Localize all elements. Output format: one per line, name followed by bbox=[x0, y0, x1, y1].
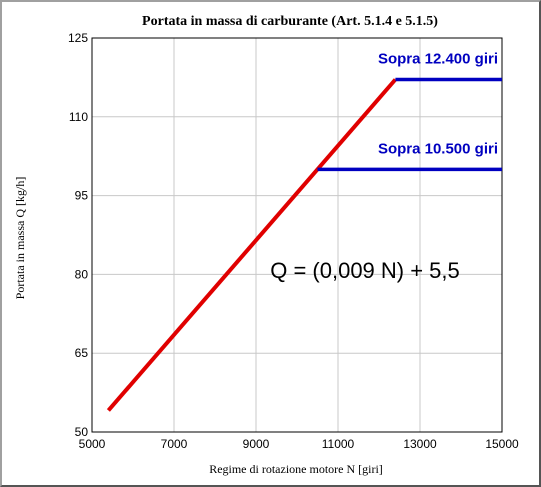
x-tick-label: 11000 bbox=[322, 437, 355, 451]
x-tick-label: 7000 bbox=[161, 437, 188, 451]
x-tick-label: 5000 bbox=[79, 437, 106, 451]
y-tick-label: 80 bbox=[75, 267, 89, 281]
series bbox=[106, 77, 502, 412]
tick-labels: 5000 7000 9000 11000 13000 15000 50 65 80 95 110 12… bbox=[68, 31, 519, 451]
plot-area bbox=[91, 37, 503, 433]
grid bbox=[91, 37, 503, 433]
x-axis-label: Regime di rotazione motore N [giri] bbox=[209, 462, 383, 476]
annotation-12400: Sopra 12.400 giri bbox=[378, 51, 498, 68]
chart-title: Portata in massa di carburante (Art. 5.1… bbox=[142, 14, 438, 29]
formula-line bbox=[106, 78, 397, 412]
formula-label: Q = (0,009 N) + 5,5 bbox=[270, 258, 460, 283]
y-axis-label: Portata in massa Q [kg/h] bbox=[13, 177, 27, 300]
y-tick-label: 65 bbox=[75, 346, 89, 360]
y-tick-label: 125 bbox=[68, 31, 88, 45]
x-tick-label: 13000 bbox=[403, 437, 437, 451]
x-tick-label: 15000 bbox=[485, 437, 519, 451]
y-tick-label: 110 bbox=[69, 110, 88, 124]
y-tick-label: 95 bbox=[75, 189, 89, 203]
y-tick-label: 50 bbox=[75, 425, 89, 439]
x-tick-label: 9000 bbox=[243, 437, 270, 451]
annotation-10500: Sopra 10.500 giri bbox=[378, 140, 498, 157]
